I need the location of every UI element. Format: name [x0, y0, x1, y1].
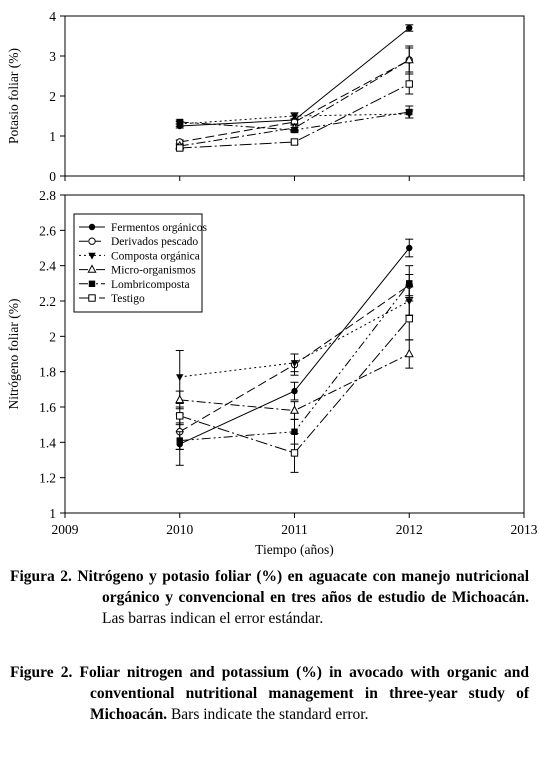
potassium-panel: 0 1 2 3 4 Potasio foliar (%): [6, 9, 525, 184]
y-tick-label: 2.8: [39, 188, 56, 203]
data-point: [176, 374, 184, 382]
data-point: [291, 428, 298, 435]
data-point: [289, 405, 300, 414]
data-point: [176, 412, 184, 420]
data-point: [404, 348, 414, 358]
y-tick-label: 1: [49, 506, 56, 521]
y-tick-label: 1.8: [39, 365, 56, 380]
data-point: [176, 144, 184, 152]
y-tick-label: 1: [49, 129, 56, 144]
series-5: [175, 105, 414, 134]
caption-es-note: Las barras indican el error estándar.: [102, 610, 324, 627]
series-line: [179, 59, 410, 143]
data-point: [176, 118, 183, 126]
legend-marker: [88, 280, 96, 287]
legend: Fermentos orgánicos Derivados pescado Comp…: [73, 213, 207, 313]
legend-marker: [88, 294, 96, 302]
data-point: [406, 280, 413, 287]
y-tick-label: 2.2: [39, 294, 56, 309]
series-4: [175, 45, 414, 150]
series-6: [175, 73, 414, 152]
caption-spanish: Figura 2. Nitrógeno y potasio foliar (%)…: [10, 566, 529, 629]
x-tick-label: 2009: [52, 522, 79, 537]
data-point: [290, 113, 299, 121]
legend-marker: [88, 237, 96, 245]
x-tick-label: 2011: [281, 522, 308, 537]
y-tick-label: 4: [49, 9, 56, 24]
data-point: [290, 138, 299, 146]
caption-english: Figure 2. Foliar nitrogen and potassium …: [10, 662, 529, 725]
y-tick-label: 1.4: [39, 435, 56, 450]
series-line: [179, 27, 410, 127]
legend-marker: [87, 264, 97, 273]
legend-label: Derivados pescado: [111, 236, 198, 248]
y-tick-label: 1.2: [39, 471, 56, 486]
series-line: [179, 83, 410, 149]
data-point: [406, 244, 413, 252]
caption-en-label: Figure 2.: [10, 664, 73, 681]
x-tick-label: 2010: [166, 522, 193, 537]
data-point: [405, 80, 413, 88]
legend-label: Micro-organismos: [111, 265, 196, 277]
x-tick-label: 2013: [511, 522, 538, 537]
x-axis-label: Tiempo (años): [255, 542, 334, 557]
legend-label: Composta orgánica: [111, 250, 200, 262]
y-tick-label: 3: [49, 49, 56, 64]
y-tick-label: 2.4: [39, 259, 56, 274]
caption-es-label: Figura 2.: [10, 568, 72, 585]
data-point: [404, 54, 414, 64]
data-point: [290, 360, 299, 368]
nitrogen-panel: 1 1.2 1.4 1.6 1.8 2 2.2 2.4 2.6 2.8 2009 2010 2011 20…: [6, 188, 538, 557]
y-axis-label: Nitrógeno foliar (%): [6, 299, 21, 410]
caption-en-note: Bars indicate the standard error.: [170, 706, 369, 723]
plot-frame: [64, 15, 525, 177]
data-point: [175, 394, 185, 404]
data-point: [406, 24, 413, 32]
data-point: [406, 108, 413, 116]
y-tick-label: 2: [49, 329, 56, 344]
data-point: [405, 314, 413, 323]
y-tick-label: 1.6: [39, 400, 56, 415]
data-point: [290, 449, 299, 457]
legend-label: Lombricomposta: [111, 279, 190, 291]
legend-marker: [88, 223, 96, 231]
y-tick-label: 2.6: [39, 223, 56, 238]
series-4: [175, 339, 414, 420]
y-axis-label: Potasio foliar (%): [6, 48, 21, 144]
series-6: [175, 296, 414, 473]
series-line: [179, 59, 410, 147]
y-tick-label: 0: [49, 169, 56, 184]
y-tick-label: 2: [49, 89, 56, 104]
data-point: [291, 387, 298, 395]
legend-label: Fermentos orgánicos: [111, 222, 207, 234]
caption-es-title: Nitrógeno y potasio foliar (%) en aguaca…: [77, 568, 530, 606]
data-point: [291, 126, 298, 134]
data-point: [176, 437, 183, 444]
caption-en-title: Foliar nitrogen and potassium (%) in avo…: [79, 664, 529, 723]
chart: 0 1 2 3 4 Potasio foliar (%) 1 1.2 1.4 1.6 1.8 2 2.2…: [6, 9, 538, 557]
legend-label: Testigo: [111, 293, 145, 305]
legend-marker: [88, 252, 96, 260]
x-tick-label: 2012: [396, 522, 423, 537]
